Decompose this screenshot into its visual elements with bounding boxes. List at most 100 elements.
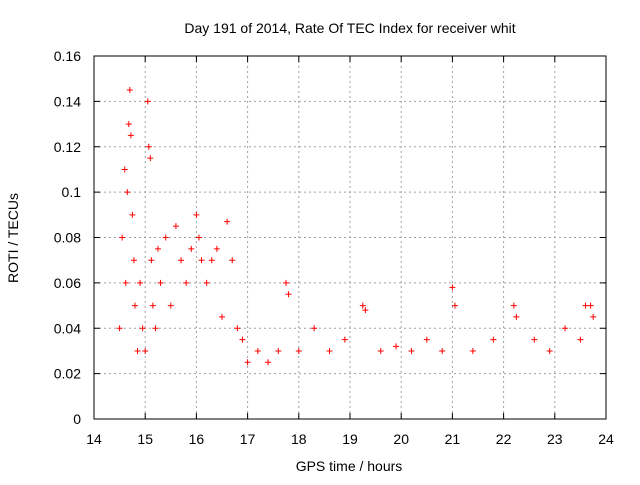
- x-tick-label: 21: [445, 431, 461, 447]
- axes-frame: [93, 55, 607, 420]
- data-point: [326, 347, 333, 354]
- data-point: [451, 302, 458, 309]
- data-point: [142, 347, 149, 354]
- data-point: [311, 325, 318, 332]
- data-point: [510, 302, 517, 309]
- data-point: [144, 98, 151, 105]
- x-tick-label: 23: [547, 431, 563, 447]
- data-point: [546, 347, 553, 354]
- y-tick-label: 0.1: [62, 184, 82, 200]
- data-point: [162, 234, 169, 241]
- data-point: [126, 87, 133, 94]
- data-point: [254, 347, 261, 354]
- data-point: [152, 325, 159, 332]
- data-point: [439, 347, 446, 354]
- y-tick-label: 0.14: [54, 93, 81, 109]
- x-tick-label: 15: [137, 431, 153, 447]
- y-tick-label: 0.08: [54, 230, 81, 246]
- x-tick-label: 17: [240, 431, 256, 447]
- y-tick-label: 0.02: [54, 366, 81, 382]
- x-tick-label: 24: [598, 431, 614, 447]
- data-point: [244, 359, 251, 366]
- data-point: [121, 166, 128, 173]
- data-point: [239, 336, 246, 343]
- y-tick-labels: 0 0.02 0.04 0.06 0.08 0.1 0.12 0.14 0.16: [54, 48, 81, 427]
- data-point: [148, 257, 155, 264]
- data-point: [149, 302, 156, 309]
- y-tick-label: 0.12: [54, 139, 81, 155]
- data-point: [469, 347, 476, 354]
- data-point: [408, 347, 415, 354]
- data-point: [125, 121, 132, 128]
- data-point: [130, 257, 137, 264]
- chart-title: Day 191 of 2014, Rate Of TEC Index for r…: [184, 20, 515, 36]
- x-tick-label: 20: [393, 431, 409, 447]
- data-point: [167, 302, 174, 309]
- data-point: [178, 257, 185, 264]
- data-point: [341, 336, 348, 343]
- data-point: [362, 307, 369, 314]
- data-point: [195, 234, 202, 241]
- data-point: [295, 347, 302, 354]
- data-point: [265, 359, 272, 366]
- data-point: [229, 257, 236, 264]
- x-tick-label: 22: [496, 431, 512, 447]
- y-axis-label: ROTI / TECUs: [5, 193, 21, 283]
- data-point: [590, 313, 597, 320]
- data-point: [116, 325, 123, 332]
- x-tick-label: 16: [189, 431, 205, 447]
- data-point: [393, 343, 400, 350]
- data-point: [139, 325, 146, 332]
- data-point: [155, 245, 161, 252]
- data-point: [423, 336, 430, 343]
- data-point: [145, 143, 152, 150]
- data-point: [582, 302, 589, 309]
- data-point: [275, 347, 282, 354]
- data-point: [137, 279, 144, 286]
- data-point: [198, 257, 205, 264]
- data-point: [234, 325, 241, 332]
- data-point: [490, 336, 497, 343]
- data-point: [224, 218, 231, 225]
- x-tick-labels: 14 15 16 17 18 19 20 21 22 23 24: [86, 431, 614, 447]
- data-point: [147, 155, 154, 162]
- data-point: [172, 223, 179, 230]
- data-point: [513, 313, 520, 320]
- data-point: [562, 325, 569, 332]
- data-point: [157, 279, 164, 286]
- data-point: [122, 279, 129, 286]
- x-tick-label: 19: [342, 431, 358, 447]
- data-point: [587, 302, 594, 309]
- data-point: [193, 211, 200, 218]
- data-point: [124, 189, 131, 196]
- grid-lines: [94, 56, 606, 419]
- data-point: [577, 336, 584, 343]
- data-point: [449, 284, 456, 291]
- data-points: [116, 87, 597, 366]
- data-point: [531, 336, 538, 343]
- x-tick-label: 18: [291, 431, 307, 447]
- data-point: [131, 302, 138, 309]
- y-tick-label: 0.04: [54, 320, 81, 336]
- data-point: [213, 245, 220, 252]
- data-point: [134, 347, 141, 354]
- data-point: [183, 279, 190, 286]
- data-point: [283, 279, 289, 286]
- data-point: [119, 234, 126, 241]
- data-point: [188, 245, 195, 252]
- data-point: [208, 257, 215, 264]
- data-point: [359, 302, 366, 309]
- data-point: [219, 313, 225, 320]
- data-point: [203, 279, 210, 286]
- plot-frame: [93, 55, 607, 420]
- y-tick-label: 0.16: [54, 48, 81, 64]
- data-point: [285, 291, 292, 298]
- data-point: [129, 211, 136, 218]
- data-point: [127, 132, 134, 139]
- data-point: [377, 347, 384, 354]
- y-tick-label: 0.06: [54, 275, 81, 291]
- y-tick-label: 0: [73, 411, 81, 427]
- x-tick-label: 14: [86, 431, 102, 447]
